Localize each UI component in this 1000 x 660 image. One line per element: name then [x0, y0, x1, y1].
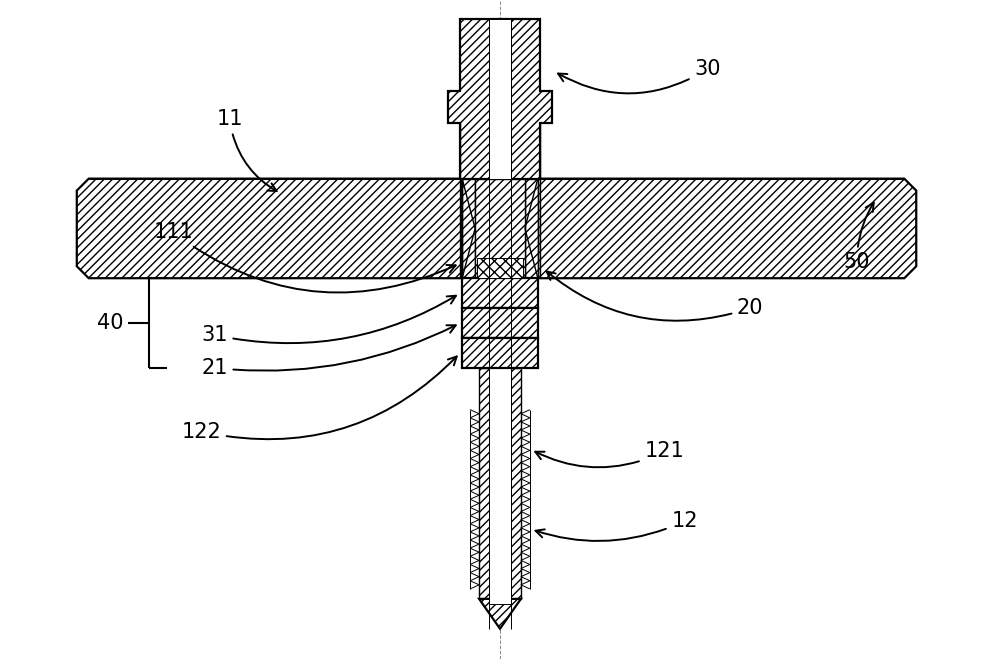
Polygon shape [475, 179, 525, 279]
Polygon shape [479, 599, 521, 629]
Text: 12: 12 [536, 512, 698, 541]
Text: 31: 31 [201, 296, 456, 345]
Polygon shape [77, 179, 462, 279]
Polygon shape [538, 179, 916, 279]
Text: 111: 111 [153, 222, 456, 292]
Polygon shape [489, 19, 511, 179]
Text: 122: 122 [181, 356, 457, 442]
Polygon shape [462, 308, 538, 338]
Text: 20: 20 [547, 271, 763, 321]
Polygon shape [462, 179, 475, 279]
Polygon shape [462, 338, 538, 368]
Text: 21: 21 [201, 325, 456, 378]
Polygon shape [479, 368, 521, 599]
Text: 11: 11 [216, 109, 277, 191]
Polygon shape [448, 19, 552, 179]
Polygon shape [489, 19, 511, 604]
Polygon shape [462, 279, 538, 308]
Text: 40: 40 [97, 313, 124, 333]
Polygon shape [525, 179, 538, 279]
Text: 50: 50 [844, 203, 874, 273]
Text: 121: 121 [535, 442, 684, 467]
Text: 30: 30 [558, 59, 721, 93]
Polygon shape [477, 258, 523, 279]
